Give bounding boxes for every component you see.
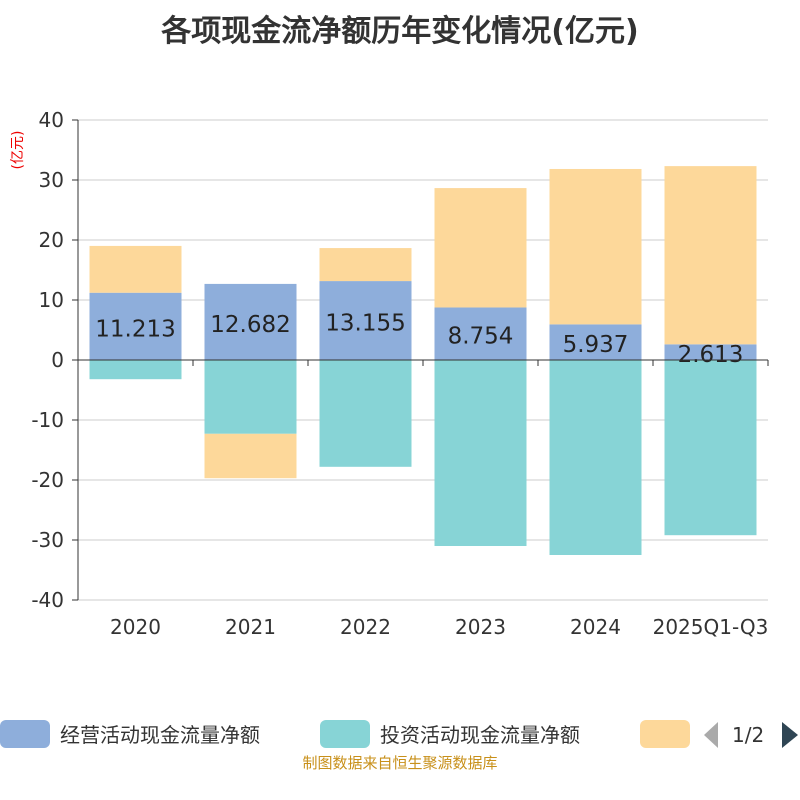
bar-financing [434,188,527,308]
bar-operating [434,307,527,360]
y-tick-label: 30 [39,168,64,192]
y-tick-label: -10 [31,408,64,432]
bar-investing [319,360,412,467]
next-page-icon[interactable] [782,722,798,748]
x-tick-label: 2021 [225,615,276,639]
bar-financing [204,433,297,479]
data-label: 5.937 [563,332,629,358]
y-tick-label: 10 [39,288,64,312]
y-tick-label: 0 [51,348,64,372]
legend-label: 投资活动现金流量净额 [380,723,580,747]
legend-swatch [640,720,690,748]
legend-page: 1/2 [732,723,764,747]
x-tick-label: 2022 [340,615,391,639]
y-tick-label: 40 [39,108,64,132]
x-tick-label: 2020 [110,615,161,639]
legend-swatch [0,720,50,748]
prev-page-icon[interactable] [704,722,718,748]
bar-operating [319,281,412,360]
data-label: 12.682 [210,312,290,338]
bar-financing [549,168,642,325]
bar-financing [89,245,182,293]
y-tick-label: -20 [31,468,64,492]
legend-label: 经营活动现金流量净额 [60,723,260,747]
bar-investing [549,360,642,555]
x-tick-label: 2024 [570,615,621,639]
bar-investing [664,360,757,536]
bar-operating [89,292,182,360]
bar-investing [89,360,182,380]
legend-swatch [320,720,370,748]
y-tick-label: 20 [39,228,64,252]
data-label: 2.613 [678,342,744,368]
x-tick-label: 2023 [455,615,506,639]
y-axis-label: (亿元) [10,131,26,170]
bar-financing [664,166,757,345]
chart-title: 各项现金流净额历年变化情况(亿元) [161,14,639,49]
data-label: 13.155 [325,311,405,337]
bar-operating [549,324,642,360]
bar-operating [204,283,297,360]
bar-operating [664,344,757,360]
data-label: 8.754 [448,324,514,350]
bar-investing [204,360,297,434]
y-tick-label: -40 [31,588,64,612]
bar-financing [319,248,412,282]
data-source: 制图数据来自恒生聚源数据库 [302,754,498,772]
x-tick-label: 2025Q1-Q3 [653,615,769,639]
bar-investing [434,360,527,546]
y-tick-label: -30 [31,528,64,552]
data-label: 11.213 [95,316,175,342]
